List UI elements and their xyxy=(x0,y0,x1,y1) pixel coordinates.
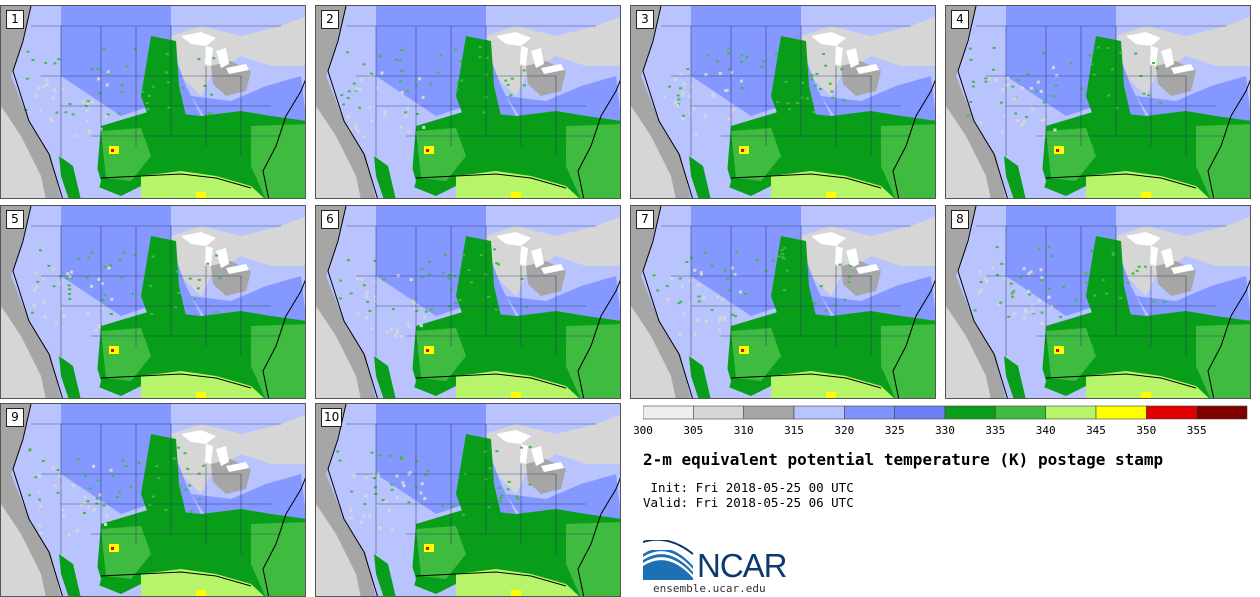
valid-time: Valid: Fri 2018-05-25 06 UTC xyxy=(643,495,854,510)
member-panel-10: 10 xyxy=(315,403,621,597)
colorbar-tick-325: 325 xyxy=(884,424,905,437)
member-panel-7: 7 xyxy=(630,205,936,399)
colorbar-bin-355 xyxy=(1196,405,1248,420)
colorbar-tick-310: 310 xyxy=(733,424,754,437)
member-panel-2: 2 xyxy=(315,5,621,199)
temperature-map xyxy=(1,206,305,398)
temperature-map xyxy=(631,206,935,398)
temperature-map xyxy=(1,404,305,596)
member-number-label: 10 xyxy=(321,408,343,427)
logo-wordmark: NCAR xyxy=(697,547,788,584)
member-number-label: 6 xyxy=(321,210,339,229)
colorbar-tick-340: 340 xyxy=(1035,424,1056,437)
colorbar-tick-335: 335 xyxy=(985,424,1006,437)
member-panel-5: 5 xyxy=(0,205,306,399)
colorbar-bin-345 xyxy=(1095,405,1147,420)
member-number-label: 2 xyxy=(321,10,339,29)
member-panel-3: 3 xyxy=(630,5,936,199)
colorbar-bin-335 xyxy=(995,405,1046,420)
temperature-map xyxy=(631,6,935,198)
figure-title: 2-m equivalent potential temperature (K)… xyxy=(643,450,1164,469)
colorbar-bin-305 xyxy=(693,405,744,420)
member-panel-4: 4 xyxy=(945,5,1251,199)
colorbar-bin-350 xyxy=(1146,405,1197,420)
colorbar-tick-345: 345 xyxy=(1086,424,1106,437)
init-time: Init: Fri 2018-05-25 00 UTC xyxy=(643,480,854,495)
colorbar-tick-350: 350 xyxy=(1136,424,1157,437)
colorbar-bin-325 xyxy=(894,405,946,420)
temperature-map xyxy=(946,6,1250,198)
colorbar-bin-320 xyxy=(844,405,895,420)
member-number-label: 4 xyxy=(951,10,969,29)
colorbar-tick-315: 315 xyxy=(784,424,804,437)
temperature-map xyxy=(1,6,305,198)
member-panel-8: 8 xyxy=(945,205,1251,399)
colorbar-bin-330 xyxy=(944,405,996,420)
temperature-map xyxy=(316,404,620,596)
colorbar-tick-300: 300 xyxy=(633,424,653,437)
member-number-label: 8 xyxy=(951,210,969,229)
member-number-label: 7 xyxy=(636,210,654,229)
member-number-label: 9 xyxy=(6,408,24,427)
colorbar-bin-315 xyxy=(793,405,845,420)
member-number-label: 3 xyxy=(636,10,654,29)
colorbar xyxy=(643,405,1248,420)
member-number-label: 1 xyxy=(6,10,24,29)
temperature-map xyxy=(316,6,620,198)
site-url: ensemble.ucar.edu xyxy=(653,582,766,595)
temperature-map xyxy=(316,206,620,398)
colorbar-tick-330: 330 xyxy=(935,424,955,437)
colorbar-tick-305: 305 xyxy=(683,424,704,437)
colorbar-tick-320: 320 xyxy=(834,424,855,437)
member-panel-6: 6 xyxy=(315,205,621,399)
colorbar-bin-310 xyxy=(743,405,795,420)
colorbar-bin-340 xyxy=(1045,405,1097,420)
member-number-label: 5 xyxy=(6,210,24,229)
colorbar-bin-300 xyxy=(643,405,694,420)
ncar-logo-icon xyxy=(643,540,694,580)
colorbar-tick-355: 355 xyxy=(1186,424,1207,437)
member-panel-1: 1 xyxy=(0,5,306,199)
member-panel-9: 9 xyxy=(0,403,306,597)
temperature-map xyxy=(946,206,1250,398)
